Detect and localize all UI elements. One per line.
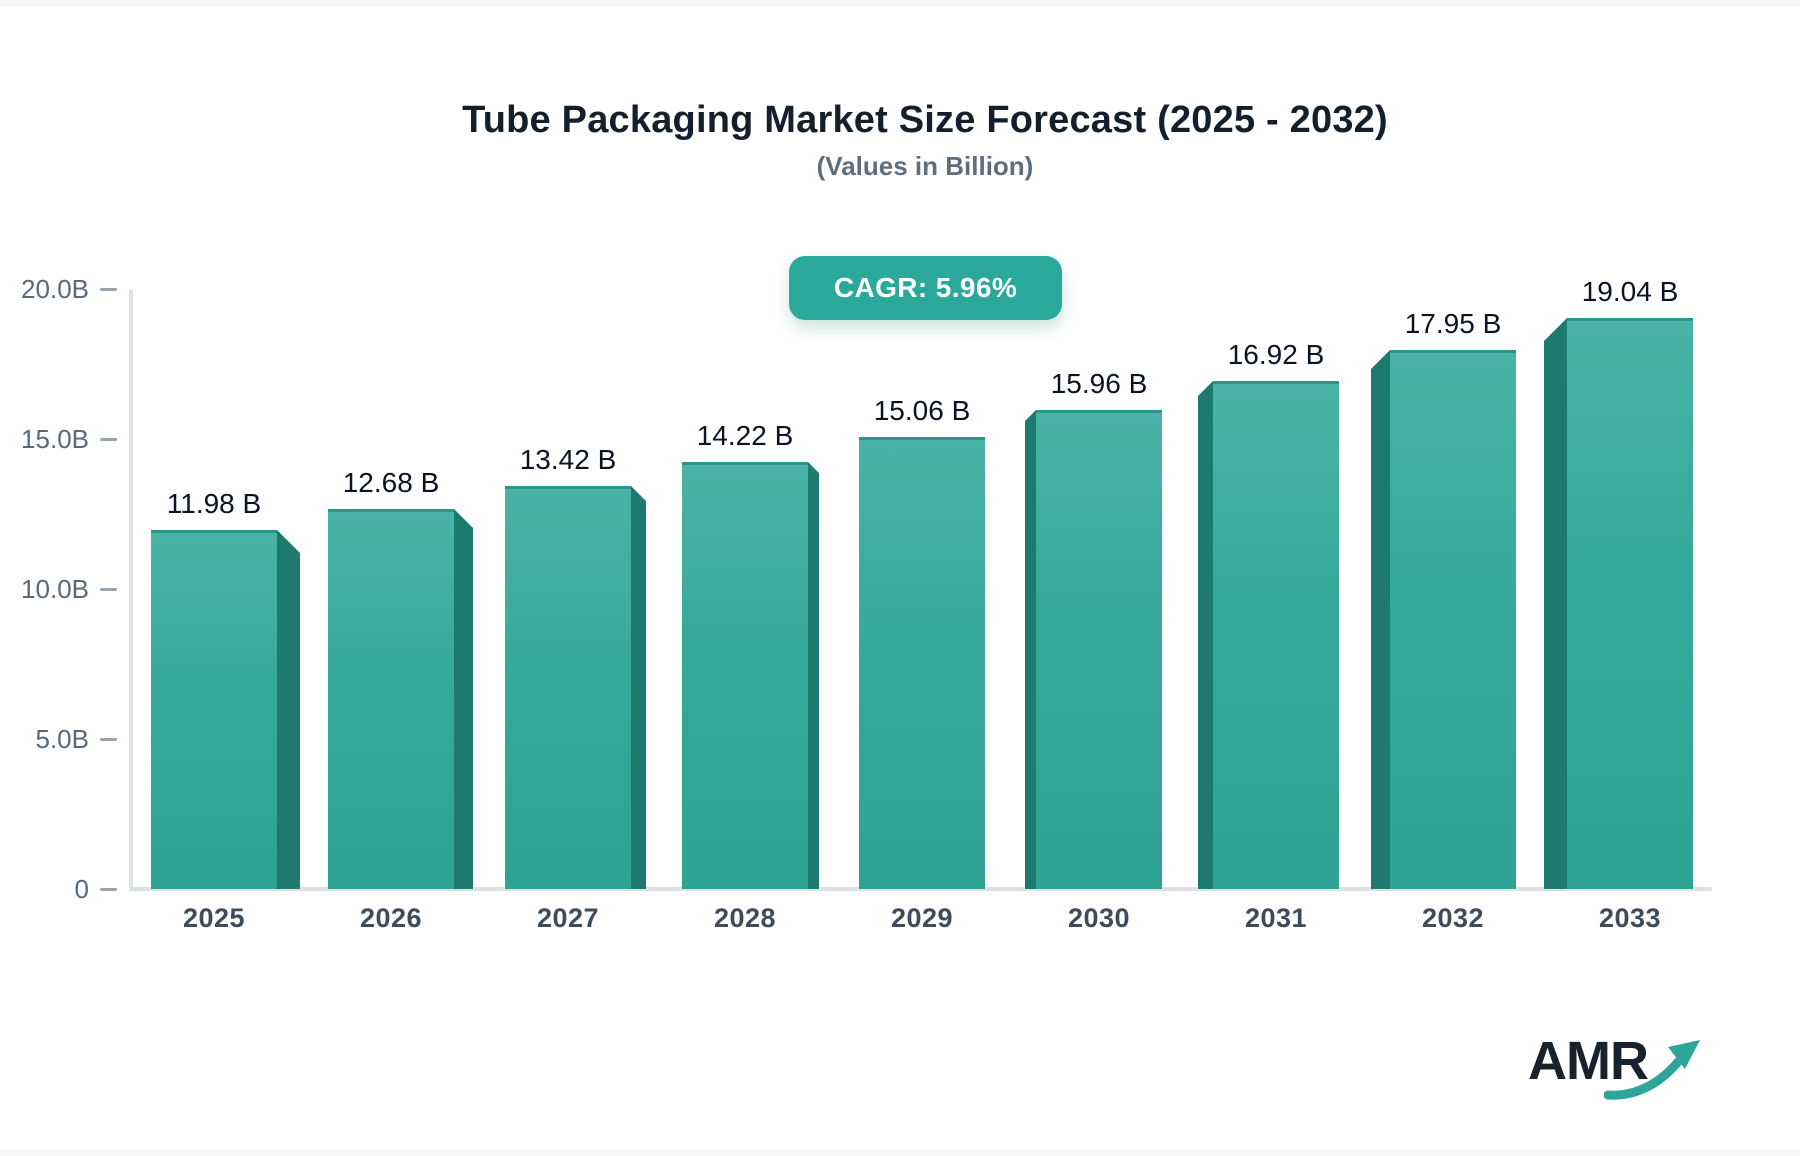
bar: 15.06 B (859, 395, 985, 889)
chart-subtitle: (Values in Billion) (816, 151, 1034, 181)
bar: 14.22 B (682, 420, 819, 889)
bar-side-face (1025, 410, 1036, 889)
amr-logo-text: AMR (1528, 1031, 1649, 1091)
bar: 19.04 B (1544, 276, 1693, 889)
bar-side-face (808, 462, 819, 889)
y-tick-dash (100, 588, 117, 591)
x-axis-label: 2033 (1598, 903, 1662, 933)
y-tick-label: 20.0B (21, 274, 89, 304)
bar-value-label: 11.98 B (166, 488, 262, 519)
cagr-badge-label: CAGR: 5.96% (833, 272, 1018, 303)
x-axis-label: 2027 (536, 903, 600, 933)
bar-value-label: 16.92 B (1227, 339, 1325, 370)
bar: 13.42 B (505, 444, 646, 889)
y-tick-dash (100, 438, 117, 441)
bar: 17.95 B (1371, 308, 1516, 889)
y-tick-dash (100, 738, 117, 741)
bar: 16.92 B (1198, 339, 1339, 889)
x-axis-label: 2031 (1244, 903, 1308, 933)
bar-front-face (1390, 350, 1516, 889)
y-tick-label: 15.0B (21, 424, 89, 454)
bar-value-label: 17.95 B (1404, 308, 1502, 339)
bar-side-face (631, 486, 646, 889)
bar-side-face (277, 530, 300, 889)
y-tick-label: 10.0B (21, 574, 89, 604)
x-axis-label: 2030 (1067, 903, 1131, 933)
bar-front-face (328, 509, 454, 889)
bar-front-face (1213, 381, 1339, 889)
x-axis-label: 2032 (1421, 903, 1485, 933)
x-axis-baseline (129, 887, 1712, 891)
bar: 15.96 B (1025, 368, 1162, 889)
x-axis-label: 2029 (890, 903, 954, 933)
chart-title: Tube Packaging Market Size Forecast (202… (462, 99, 1388, 141)
x-axis-label: 2026 (359, 903, 423, 933)
bar-front-face (1036, 410, 1162, 889)
cagr-badge: CAGR: 5.96% (789, 256, 1062, 320)
bar-value-label: 15.96 B (1050, 368, 1148, 399)
growth-arrow-icon (1604, 1040, 1700, 1100)
bar-side-face (454, 509, 473, 889)
bottom-edge-strip (0, 1149, 1800, 1156)
x-axis-label: 2028 (713, 903, 777, 933)
bar-value-label: 14.22 B (696, 420, 794, 451)
bar-front-face (1567, 318, 1693, 889)
bar: 12.68 B (328, 467, 473, 889)
bar-front-face (151, 530, 277, 889)
x-axis-label: 2025 (182, 903, 246, 933)
bar-side-face (1371, 350, 1390, 889)
amr-logo: AMR (1528, 1030, 1718, 1110)
bar-value-label: 12.68 B (342, 467, 440, 498)
bar-front-face (505, 486, 631, 889)
bar-value-label: 15.06 B (873, 395, 971, 426)
bar-value-label: 13.42 B (519, 444, 617, 475)
bar-side-face (1198, 381, 1213, 889)
bar-front-face (682, 462, 808, 889)
y-tick-dash (100, 288, 117, 291)
bar-front-face (859, 437, 985, 889)
y-tick-label: 5.0B (35, 724, 90, 754)
top-edge-strip (0, 0, 1800, 7)
y-axis-line (129, 289, 133, 891)
bar-side-face (1544, 318, 1567, 889)
bar: 11.98 B (151, 488, 300, 889)
y-tick-dash (100, 888, 117, 891)
bar-value-label: 19.04 B (1581, 276, 1679, 307)
y-tick-label: 0 (74, 874, 89, 904)
